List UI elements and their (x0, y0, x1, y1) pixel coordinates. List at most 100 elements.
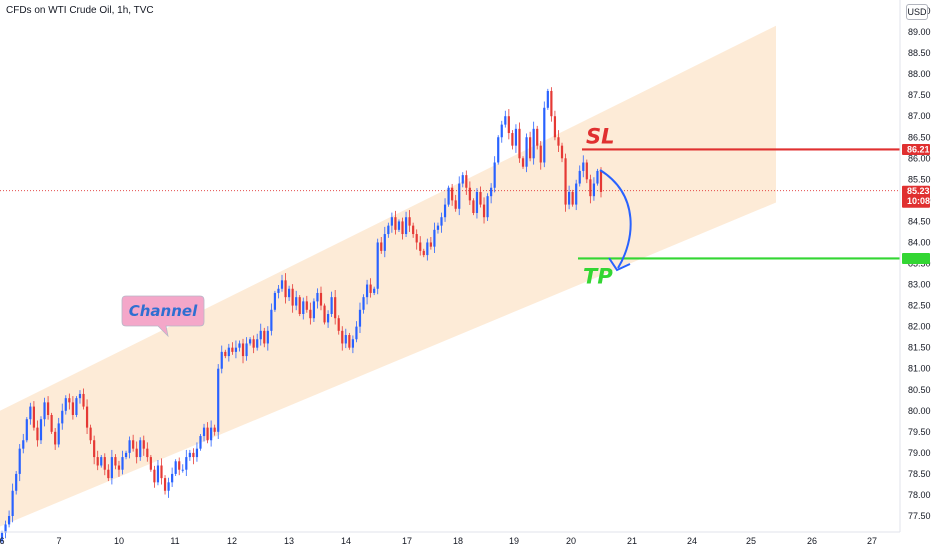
candle-body (171, 473, 174, 483)
candle-body (132, 440, 135, 449)
candle-body (287, 288, 291, 298)
candle-body (280, 280, 284, 289)
candle-body (490, 187, 493, 197)
y-tick-label: 86.00 (908, 153, 931, 163)
candle-body (582, 162, 585, 171)
candle-body (592, 183, 596, 197)
candle-body (217, 368, 220, 432)
candle-body (415, 234, 418, 243)
candle-body (550, 90, 553, 117)
candle-body (412, 225, 415, 235)
candle-body (316, 292, 319, 302)
candle-body (241, 343, 245, 357)
candle-body (249, 339, 252, 344)
candle-body (596, 170, 599, 184)
y-tick-label: 82.00 (908, 322, 931, 332)
y-tick-label: 86.50 (908, 132, 931, 142)
candle-body (210, 427, 213, 441)
candle-body (362, 297, 365, 310)
candle-body (238, 343, 241, 348)
candle-body (337, 318, 340, 331)
candle-body (82, 393, 85, 407)
candle-body (29, 406, 32, 420)
candle-body (185, 457, 188, 470)
x-tick-label: 21 (627, 536, 637, 546)
candle-body (64, 398, 67, 411)
candle-body (486, 196, 489, 218)
candle-body (178, 461, 181, 470)
y-tick-label: 87.50 (908, 90, 931, 100)
candle-body (422, 250, 425, 256)
currency-badge[interactable]: USD (906, 4, 928, 20)
candle-body (348, 335, 351, 348)
current-price-tag-text: 85.23 (907, 186, 930, 196)
candle-body (227, 347, 230, 357)
candle-body (507, 116, 510, 134)
candle-body (571, 191, 574, 205)
candle-body (525, 137, 528, 167)
candle-body (4, 524, 7, 533)
x-tick-label: 10 (114, 536, 124, 546)
candle-body (39, 419, 43, 441)
candle-body (75, 398, 78, 415)
y-tick-label: 78.50 (908, 469, 931, 479)
candle-body (213, 427, 216, 432)
candle-body (358, 309, 362, 327)
candle-body (22, 440, 25, 449)
candle-body (277, 288, 280, 293)
candle-body (263, 330, 266, 344)
y-tick-label: 77.50 (908, 511, 931, 521)
candle-body (341, 330, 344, 344)
candle-body (93, 440, 96, 458)
candle-body (61, 410, 64, 424)
y-tick-label: 88.00 (908, 69, 931, 79)
y-tick-label: 81.50 (908, 343, 931, 353)
candle-body (553, 116, 557, 138)
candle-body (312, 301, 316, 319)
candle-body (103, 457, 106, 470)
candle-body (532, 128, 535, 159)
candle-body (117, 465, 121, 470)
candle-body (199, 436, 202, 449)
arrow-head (608, 257, 631, 272)
candle-body (15, 473, 18, 491)
candle-body (146, 448, 149, 458)
y-tick-label: 84.50 (908, 216, 931, 226)
candle-body (497, 137, 500, 163)
x-tick-label: 7 (56, 536, 61, 546)
candle-body (78, 393, 82, 399)
candle-body (25, 419, 28, 441)
y-tick-label: 85.50 (908, 174, 931, 184)
candle-body (578, 170, 581, 184)
chart-title: CFDs on WTI Crude Oil, 1h, TVC (6, 5, 154, 16)
candle-body (124, 452, 128, 458)
y-tick-label: 82.50 (908, 301, 931, 311)
candle-body (224, 351, 227, 357)
candle-body (174, 461, 177, 474)
current-price-tag-bg (902, 185, 930, 208)
candle-body (529, 137, 532, 159)
candle-body (18, 448, 21, 474)
candle-body (192, 452, 195, 458)
candle-body (121, 457, 124, 470)
candle-body (401, 221, 404, 235)
y-tick-label: 79.50 (908, 427, 931, 437)
candle-body (259, 330, 262, 340)
y-tick-label: 83.00 (908, 280, 931, 290)
candle-body (518, 128, 521, 159)
candle-body (514, 128, 518, 146)
candle-body (291, 288, 294, 306)
candle-body (32, 406, 35, 428)
arrow-curve (599, 169, 632, 269)
candle-body (568, 191, 571, 205)
candle-body (43, 402, 46, 420)
candle-body (85, 406, 89, 428)
candle-body (309, 309, 312, 319)
candle-body (504, 116, 507, 125)
tp-price-tag-bg (902, 252, 930, 264)
x-tick-label: 27 (867, 536, 877, 546)
candle-body (234, 347, 238, 352)
candle-body (397, 221, 401, 230)
